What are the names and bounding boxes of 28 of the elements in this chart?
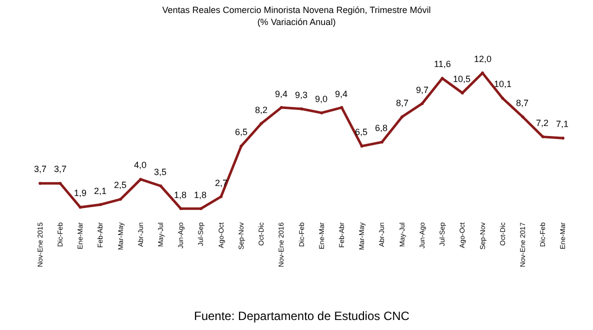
data-label: 7,2 xyxy=(536,118,549,128)
data-label: 2,1 xyxy=(94,186,107,196)
data-label: 6,5 xyxy=(235,127,248,137)
data-label: 9,7 xyxy=(416,85,429,95)
data-label: 3,7 xyxy=(54,164,67,174)
data-label: 6,8 xyxy=(375,123,388,133)
data-label: 2,5 xyxy=(114,180,127,190)
data-label: 9,4 xyxy=(335,89,348,99)
data-label: 9,4 xyxy=(275,89,288,99)
data-label: 11,6 xyxy=(434,59,451,69)
data-label: 10,5 xyxy=(453,74,471,84)
data-label: 10,1 xyxy=(494,79,512,89)
data-label: 1,8 xyxy=(194,190,207,200)
data-label: 3,5 xyxy=(154,167,167,177)
data-label: 4,0 xyxy=(134,160,147,170)
data-label: 12,0 xyxy=(474,54,492,64)
source-note: Fuente: Departamento de Estudios CNC xyxy=(194,309,410,323)
data-label: 1,8 xyxy=(174,190,187,200)
data-label: 8,2 xyxy=(255,105,268,115)
chart-title: Ventas Reales Comercio Minorista Novena Región, Trimestre Móvil (% Variación Anual) xyxy=(162,5,431,27)
data-label: 8,7 xyxy=(516,98,529,108)
data-label: 3,7 xyxy=(34,164,47,174)
data-label: 6,5 xyxy=(355,127,368,137)
data-label: 9,3 xyxy=(295,90,308,100)
data-label: 8,7 xyxy=(396,98,409,108)
data-label: 7,1 xyxy=(556,119,569,129)
data-label: 1,9 xyxy=(74,188,87,198)
data-label: 9,0 xyxy=(315,94,328,104)
